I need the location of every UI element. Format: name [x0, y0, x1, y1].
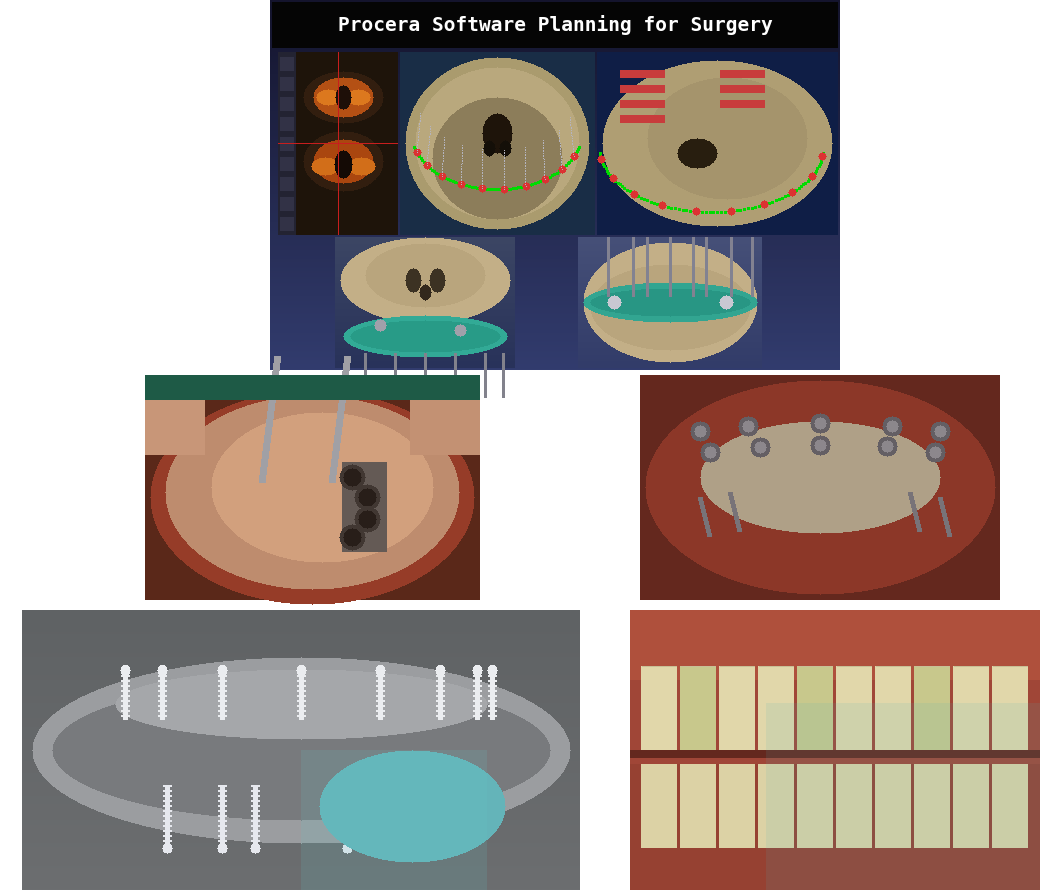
Text: Procera Software Planning for Surgery: Procera Software Planning for Surgery: [337, 15, 772, 35]
